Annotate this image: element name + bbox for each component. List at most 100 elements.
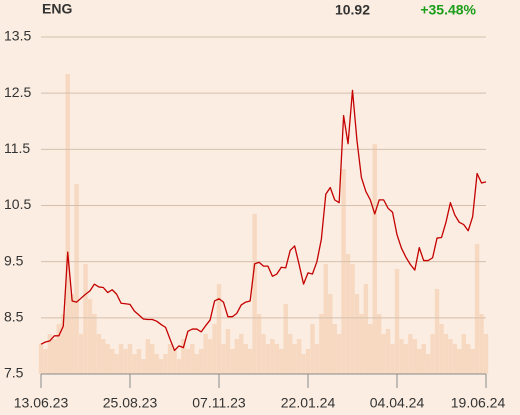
volume-bar <box>461 334 466 374</box>
volume-bar <box>56 324 62 374</box>
volume-bar <box>261 334 266 374</box>
volume-bar <box>292 344 297 374</box>
volume-bar <box>328 294 333 374</box>
volume-bar <box>354 294 360 374</box>
volume-bar <box>136 349 142 374</box>
volume-bar <box>92 314 97 374</box>
volume-bar <box>296 339 302 374</box>
y-tick-label: 13.5 <box>4 28 31 44</box>
x-tick-label: 22.01.24 <box>281 395 336 411</box>
volume-bar <box>83 264 88 374</box>
volume-bar <box>109 349 115 374</box>
volume-bar <box>350 264 355 374</box>
volume-bar <box>145 339 151 374</box>
volume-bar <box>176 359 182 374</box>
volume-bar <box>123 349 128 374</box>
volume-bar <box>43 349 48 374</box>
volume-bar <box>194 354 199 374</box>
volume-bar <box>301 354 306 374</box>
volume-bar <box>283 304 288 374</box>
volume-bar <box>305 349 311 374</box>
volume-bar <box>225 329 231 374</box>
volume-bar <box>314 344 320 374</box>
volume-bar <box>310 324 315 374</box>
volume-bar <box>465 344 471 374</box>
volume-bar <box>425 354 431 374</box>
volume-bar <box>279 349 284 374</box>
volume-bar <box>207 339 213 374</box>
y-tick-label: 10.5 <box>4 196 31 212</box>
volume-bar <box>341 169 346 374</box>
volume-bar <box>221 344 226 374</box>
volume-bar <box>118 344 124 374</box>
symbol: ENG <box>42 1 72 17</box>
volume-bar <box>181 339 186 374</box>
volume-bar <box>127 344 133 374</box>
volume-bar <box>203 334 208 374</box>
volume-bar <box>163 354 168 374</box>
volume-bar <box>230 349 235 374</box>
volume-bar <box>158 359 164 374</box>
volume-bar <box>270 339 275 374</box>
volume-bar <box>96 334 102 374</box>
volume-bar <box>132 354 137 374</box>
y-tick-label: 12.5 <box>4 84 31 100</box>
volume-bar <box>47 334 53 374</box>
volume-bar <box>417 349 422 374</box>
y-tick-label: 8.5 <box>4 309 24 325</box>
volume-bar <box>154 354 159 374</box>
y-tick-label: 7.5 <box>4 365 24 381</box>
volume-bar <box>363 284 369 374</box>
last-price: 10.92 <box>335 2 370 18</box>
volume-bar <box>172 349 177 374</box>
volume-bar <box>448 339 453 374</box>
volume-bar <box>101 339 106 374</box>
volume-bar <box>474 244 480 374</box>
volume-bar <box>452 344 458 374</box>
volume-bar <box>150 344 155 374</box>
volume-bar <box>368 324 373 374</box>
volume-bar <box>190 344 195 374</box>
y-tick-label: 9.5 <box>4 252 24 268</box>
volume-bar <box>167 344 173 374</box>
volume-bar <box>457 349 462 374</box>
volume-bar <box>239 334 244 374</box>
volume-bar <box>434 289 440 374</box>
x-tick-label: 19.06.24 <box>451 395 506 411</box>
x-tick-label: 25.08.23 <box>103 395 158 411</box>
volume-bar <box>105 344 110 374</box>
volume-bar <box>345 254 351 374</box>
volume-bar <box>439 324 444 374</box>
volume-bar <box>412 339 418 374</box>
volume-bar <box>376 314 382 374</box>
volume-bar <box>372 144 377 374</box>
volume-bar <box>234 339 240 374</box>
volume-bar <box>265 344 271 374</box>
volume-bar <box>287 334 293 374</box>
volume-bar <box>430 334 435 374</box>
volume-bar <box>421 344 426 374</box>
volume-bar <box>394 269 400 374</box>
volume-bar <box>323 264 329 374</box>
volume-bar <box>114 354 119 374</box>
volume-bar <box>332 324 337 374</box>
x-tick-label: 13.06.23 <box>14 395 69 411</box>
volume-bar <box>274 344 280 374</box>
volume-bar <box>408 334 413 374</box>
volume-bar <box>65 74 70 374</box>
volume-bar <box>256 314 262 374</box>
volume-bar <box>390 344 395 374</box>
volume-bar <box>61 314 66 374</box>
volume-bar <box>385 329 391 374</box>
volume-bar <box>216 284 222 374</box>
volume-bar <box>52 339 57 374</box>
volume-bar <box>78 334 84 374</box>
volume-bar <box>212 324 217 374</box>
volume-bar <box>252 214 257 374</box>
volume-bar <box>243 344 248 374</box>
x-tick-label: 07.11.23 <box>192 395 246 411</box>
volume-bar <box>185 349 191 374</box>
volume-bar <box>381 334 386 374</box>
